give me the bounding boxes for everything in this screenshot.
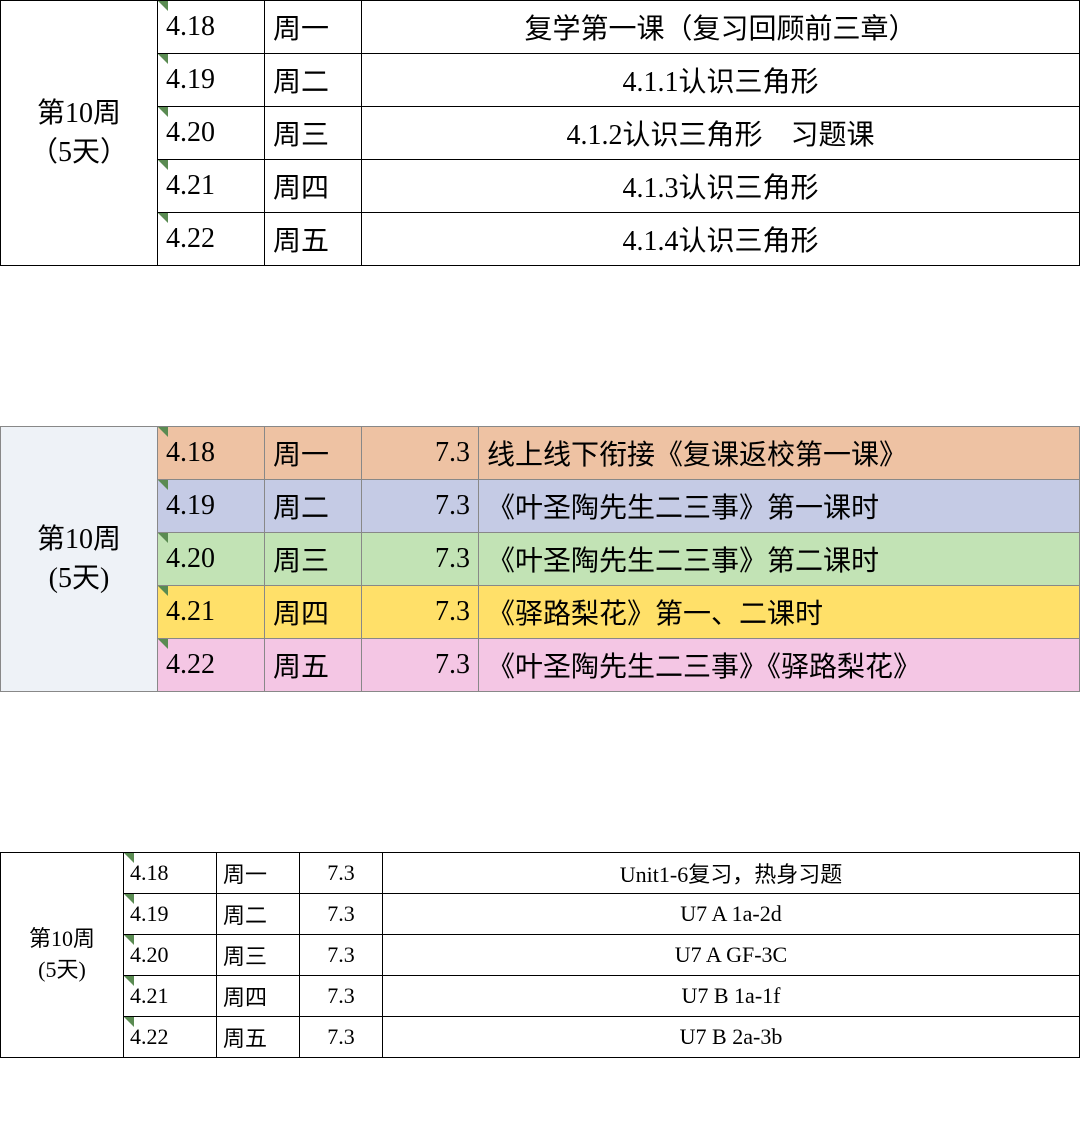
day-cell: 周四 (265, 160, 362, 213)
day-cell: 周二 (217, 894, 300, 935)
week-label-cell: 第10周 (5天) (1, 427, 158, 692)
table-row: 第10周 (5天) 4.18 周一 7.3 Unit1-6复习，热身习题 (1, 853, 1080, 894)
date-cell: 4.22 (158, 639, 265, 692)
day-cell: 周三 (217, 935, 300, 976)
content-cell: 《叶圣陶先生二三事》第二课时 (479, 533, 1080, 586)
day-cell: 周五 (265, 213, 362, 266)
date-cell: 4.18 (158, 1, 265, 54)
date-cell: 4.18 (158, 427, 265, 480)
num-cell: 7.3 (362, 480, 479, 533)
content-cell: 《叶圣陶先生二三事》第一课时 (479, 480, 1080, 533)
num-cell: 7.3 (300, 935, 383, 976)
schedule-table-2: 第10周 (5天) 4.18 周一 7.3 线上线下衔接《复课返校第一课》 4.… (0, 426, 1080, 692)
day-cell: 周四 (217, 976, 300, 1017)
num-cell: 7.3 (362, 533, 479, 586)
date-cell: 4.18 (124, 853, 217, 894)
date-cell: 4.21 (158, 160, 265, 213)
table-row: 4.20 周三 7.3 U7 A GF-3C (1, 935, 1080, 976)
table-row: 4.19 周二 4.1.1认识三角形 (1, 54, 1080, 107)
week-label-line1: 第10周 (37, 98, 121, 129)
content-cell: 4.1.3认识三角形 (362, 160, 1080, 213)
week-label-cell: 第10周 (5天) (1, 853, 124, 1058)
num-cell: 7.3 (362, 639, 479, 692)
date-cell: 4.19 (158, 480, 265, 533)
day-cell: 周五 (217, 1017, 300, 1058)
content-cell: 线上线下衔接《复课返校第一课》 (479, 427, 1080, 480)
table-row: 4.19 周二 7.3 U7 A 1a-2d (1, 894, 1080, 935)
day-cell: 周二 (265, 480, 362, 533)
content-cell: 4.1.2认识三角形 习题课 (362, 107, 1080, 160)
num-cell: 7.3 (300, 1017, 383, 1058)
schedule-table-3: 第10周 (5天) 4.18 周一 7.3 Unit1-6复习，热身习题 4.1… (0, 852, 1080, 1058)
week-label-line1: 第10周 (37, 524, 121, 555)
table-row: 4.20 周三 7.3 《叶圣陶先生二三事》第二课时 (1, 533, 1080, 586)
date-cell: 4.22 (158, 213, 265, 266)
num-cell: 7.3 (300, 894, 383, 935)
date-cell: 4.21 (158, 586, 265, 639)
week-label-line1: 第10周 (29, 926, 95, 951)
table-row: 第10周 （5天） 4.18 周一 复学第一课（复习回顾前三章） (1, 1, 1080, 54)
day-cell: 周四 (265, 586, 362, 639)
day-cell: 周三 (265, 533, 362, 586)
content-cell: U7 B 2a-3b (383, 1017, 1080, 1058)
day-cell: 周三 (265, 107, 362, 160)
date-cell: 4.22 (124, 1017, 217, 1058)
table-row: 4.22 周五 7.3 《叶圣陶先生二三事》《驿路梨花》 (1, 639, 1080, 692)
week-label-cell: 第10周 （5天） (1, 1, 158, 266)
table-row: 4.21 周四 4.1.3认识三角形 (1, 160, 1080, 213)
week-label-line2: （5天） (30, 137, 128, 168)
table-row: 4.21 周四 7.3 U7 B 1a-1f (1, 976, 1080, 1017)
date-cell: 4.19 (124, 894, 217, 935)
spacer (0, 266, 1080, 426)
table-row: 第10周 (5天) 4.18 周一 7.3 线上线下衔接《复课返校第一课》 (1, 427, 1080, 480)
content-cell: 《驿路梨花》第一、二课时 (479, 586, 1080, 639)
day-cell: 周五 (265, 639, 362, 692)
num-cell: 7.3 (362, 586, 479, 639)
content-cell: Unit1-6复习，热身习题 (383, 853, 1080, 894)
week-label-line2: (5天) (49, 563, 110, 594)
day-cell: 周一 (217, 853, 300, 894)
table-row: 4.21 周四 7.3 《驿路梨花》第一、二课时 (1, 586, 1080, 639)
num-cell: 7.3 (300, 976, 383, 1017)
date-cell: 4.20 (158, 533, 265, 586)
day-cell: 周一 (265, 427, 362, 480)
num-cell: 7.3 (300, 853, 383, 894)
content-cell: 4.1.1认识三角形 (362, 54, 1080, 107)
date-cell: 4.21 (124, 976, 217, 1017)
content-cell: U7 A GF-3C (383, 935, 1080, 976)
date-cell: 4.20 (158, 107, 265, 160)
week-label-line2: (5天) (38, 957, 86, 982)
spacer (0, 692, 1080, 852)
content-cell: 复学第一课（复习回顾前三章） (362, 1, 1080, 54)
date-cell: 4.19 (158, 54, 265, 107)
day-cell: 周二 (265, 54, 362, 107)
day-cell: 周一 (265, 1, 362, 54)
table-row: 4.22 周五 4.1.4认识三角形 (1, 213, 1080, 266)
date-cell: 4.20 (124, 935, 217, 976)
content-cell: 《叶圣陶先生二三事》《驿路梨花》 (479, 639, 1080, 692)
content-cell: U7 B 1a-1f (383, 976, 1080, 1017)
content-cell: U7 A 1a-2d (383, 894, 1080, 935)
table-row: 4.22 周五 7.3 U7 B 2a-3b (1, 1017, 1080, 1058)
num-cell: 7.3 (362, 427, 479, 480)
schedule-table-1: 第10周 （5天） 4.18 周一 复学第一课（复习回顾前三章） 4.19 周二… (0, 0, 1080, 266)
table-row: 4.19 周二 7.3 《叶圣陶先生二三事》第一课时 (1, 480, 1080, 533)
content-cell: 4.1.4认识三角形 (362, 213, 1080, 266)
table-row: 4.20 周三 4.1.2认识三角形 习题课 (1, 107, 1080, 160)
